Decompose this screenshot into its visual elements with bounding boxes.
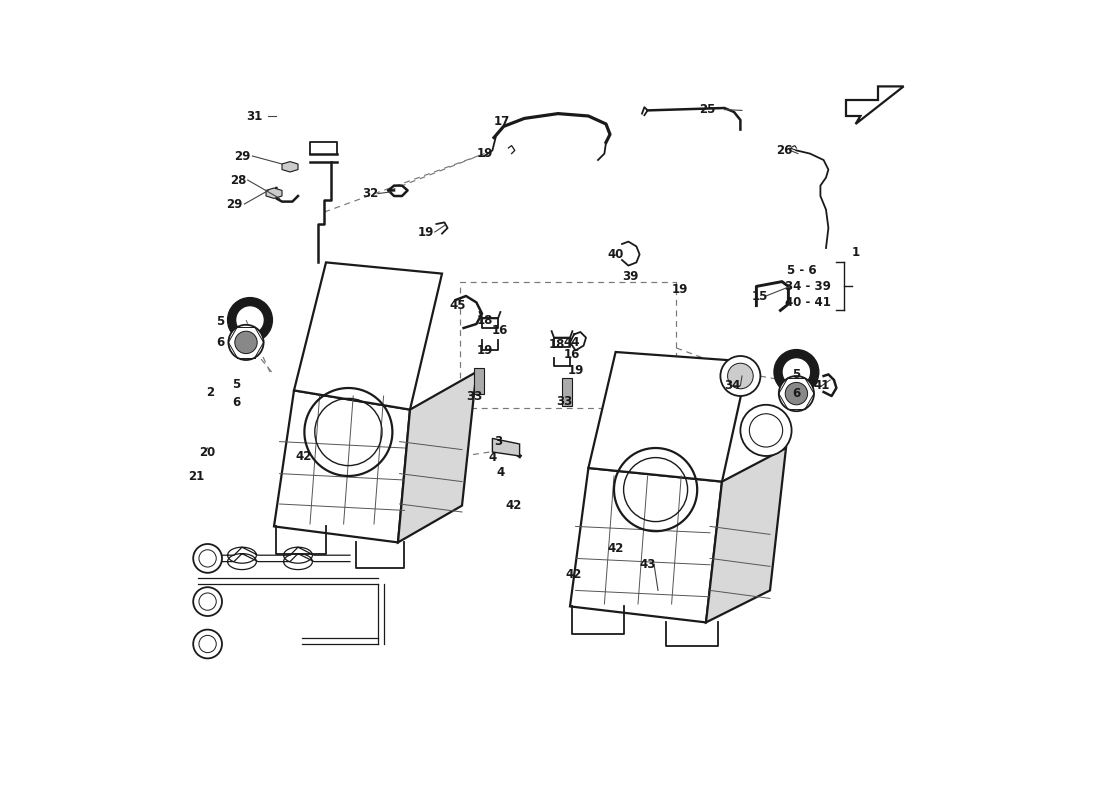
- Text: 19: 19: [671, 283, 688, 296]
- Text: 3: 3: [494, 435, 502, 448]
- Text: 1: 1: [851, 246, 860, 258]
- Text: 39: 39: [621, 270, 638, 282]
- Text: 4: 4: [496, 466, 505, 478]
- Text: 28: 28: [230, 174, 246, 186]
- Circle shape: [785, 382, 807, 405]
- Text: 21: 21: [188, 470, 205, 482]
- Text: 15: 15: [751, 290, 768, 302]
- Text: 32: 32: [362, 187, 378, 200]
- Text: 29: 29: [226, 198, 242, 210]
- Text: 19: 19: [476, 147, 493, 160]
- Circle shape: [194, 544, 222, 573]
- Text: 43: 43: [639, 558, 656, 570]
- Text: 34: 34: [724, 379, 740, 392]
- Text: 45: 45: [450, 299, 466, 312]
- Polygon shape: [398, 372, 476, 542]
- Text: 17: 17: [494, 115, 510, 128]
- Text: 42: 42: [506, 499, 522, 512]
- Polygon shape: [493, 438, 519, 456]
- Text: 5: 5: [792, 368, 801, 381]
- Text: 34 - 39: 34 - 39: [784, 280, 830, 293]
- Text: 16: 16: [492, 324, 508, 337]
- Circle shape: [779, 376, 814, 411]
- Circle shape: [727, 363, 754, 389]
- Text: 19: 19: [568, 364, 584, 377]
- Text: 5: 5: [217, 315, 224, 328]
- Text: 5 - 6: 5 - 6: [788, 264, 817, 277]
- Text: 6: 6: [217, 336, 224, 349]
- Text: 25: 25: [700, 103, 716, 116]
- Text: 44: 44: [563, 336, 580, 349]
- Polygon shape: [274, 390, 410, 542]
- Polygon shape: [282, 162, 298, 172]
- Text: 6: 6: [232, 396, 241, 409]
- Text: 19: 19: [476, 344, 493, 357]
- Polygon shape: [294, 262, 442, 410]
- Text: 18: 18: [476, 314, 493, 326]
- Text: 16: 16: [563, 348, 580, 361]
- Text: 31: 31: [246, 110, 262, 122]
- Text: 4: 4: [488, 451, 496, 464]
- Text: 18: 18: [548, 338, 564, 350]
- Circle shape: [740, 405, 792, 456]
- Polygon shape: [266, 188, 282, 198]
- Text: 33: 33: [466, 390, 482, 402]
- Text: 40 - 41: 40 - 41: [784, 296, 830, 309]
- Text: 41: 41: [814, 379, 830, 392]
- Polygon shape: [474, 368, 484, 394]
- Text: 33: 33: [557, 395, 572, 408]
- Text: 2: 2: [206, 386, 214, 398]
- Text: 42: 42: [296, 450, 311, 462]
- Polygon shape: [588, 352, 748, 482]
- Text: 5: 5: [232, 378, 241, 390]
- Text: 6: 6: [792, 387, 801, 400]
- Polygon shape: [706, 448, 786, 622]
- Text: 26: 26: [777, 144, 793, 157]
- Text: 42: 42: [565, 568, 582, 581]
- Circle shape: [229, 325, 264, 360]
- Text: 20: 20: [199, 446, 216, 458]
- Circle shape: [194, 630, 222, 658]
- Text: 40: 40: [607, 248, 624, 261]
- Circle shape: [720, 356, 760, 396]
- Text: 29: 29: [234, 150, 250, 162]
- Circle shape: [234, 331, 257, 354]
- Circle shape: [194, 587, 222, 616]
- Polygon shape: [562, 378, 572, 406]
- Text: 42: 42: [607, 542, 624, 554]
- Text: 19: 19: [418, 226, 434, 238]
- Polygon shape: [570, 468, 722, 622]
